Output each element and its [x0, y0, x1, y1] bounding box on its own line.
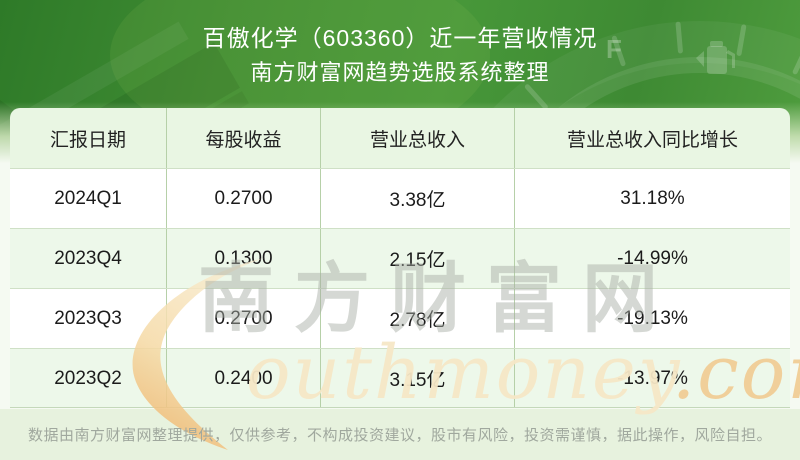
- column-header-label: 营业总收入同比增长: [566, 129, 738, 151]
- table-header-row: 汇报日期 每股收益 营业总收入 营业总收入同比增长: [10, 108, 790, 168]
- cell-value: 2023Q2: [54, 367, 122, 389]
- cell-value: 31.18%: [620, 187, 685, 209]
- page-title: 百傲化学（603360）近一年营收情况: [202, 25, 598, 51]
- cell-value: 0.2400: [214, 367, 273, 389]
- disclaimer-text: 数据由南方财富网整理提供，仅供参考，不构成投资建议，股市有风险，投资需谨慎，据此…: [27, 427, 772, 444]
- cell-value: 3.15亿: [389, 370, 446, 391]
- column-header-label: 每股收益: [205, 129, 282, 151]
- cell-value: 3.38亿: [389, 190, 446, 211]
- column-header-label: 汇报日期: [49, 129, 126, 151]
- column-header-label: 营业总收入: [369, 129, 465, 151]
- column-header-revenue: 营业总收入: [321, 108, 515, 168]
- column-header-report-date: 汇报日期: [10, 108, 167, 168]
- cell-value: 0.2700: [214, 187, 273, 209]
- header-titles: 百傲化学（603360）近一年营收情况 南方财富网趋势选股系统整理: [0, 22, 800, 89]
- cell-value: 2023Q4: [54, 247, 122, 269]
- table-row: 2023Q3 0.2700 2.78亿 -19.13%: [10, 288, 790, 348]
- cell-yoy-growth: -14.99%: [515, 229, 790, 288]
- cell-eps: 0.1300: [167, 229, 321, 288]
- cell-value: 2.15亿: [389, 250, 446, 271]
- footer-disclaimer-bar: 数据由南方财富网整理提供，仅供参考，不构成投资建议，股市有风险，投资需谨慎，据此…: [0, 409, 800, 460]
- table-row: 2023Q2 0.2400 3.15亿 -13.97%: [10, 348, 790, 407]
- column-header-eps: 每股收益: [167, 108, 321, 168]
- cell-report-date: 2023Q4: [10, 229, 167, 288]
- cell-revenue: 2.15亿: [321, 229, 515, 288]
- cell-eps: 0.2700: [167, 169, 321, 228]
- cell-value: -14.99%: [617, 247, 688, 269]
- cell-value: -13.97%: [617, 367, 688, 389]
- cell-yoy-growth: -19.13%: [515, 289, 790, 348]
- column-header-yoy-growth: 营业总收入同比增长: [515, 108, 790, 168]
- cell-value: 2024Q1: [54, 187, 122, 209]
- cell-yoy-growth: 31.18%: [515, 169, 790, 228]
- cell-value: 2.78亿: [389, 310, 446, 331]
- cell-eps: 0.2400: [167, 349, 321, 407]
- cell-revenue: 3.15亿: [321, 349, 515, 407]
- cell-eps: 0.2700: [167, 289, 321, 348]
- cell-report-date: 2023Q3: [10, 289, 167, 348]
- cell-value: 2023Q3: [54, 307, 122, 329]
- cell-value: 0.1300: [214, 247, 273, 269]
- cell-report-date: 2024Q1: [10, 169, 167, 228]
- cell-value: 0.2700: [214, 307, 273, 329]
- page-subtitle: 南方财富网趋势选股系统整理: [250, 60, 550, 85]
- cell-revenue: 2.78亿: [321, 289, 515, 348]
- cell-yoy-growth: -13.97%: [515, 349, 790, 407]
- table-row: 2024Q1 0.2700 3.38亿 31.18%: [10, 168, 790, 228]
- revenue-table: 汇报日期 每股收益 营业总收入 营业总收入同比增长 2024Q1 0.2700 …: [10, 108, 790, 408]
- cell-value: -19.13%: [617, 307, 688, 329]
- table-row: 2023Q4 0.1300 2.15亿 -14.99%: [10, 228, 790, 288]
- cell-revenue: 3.38亿: [321, 169, 515, 228]
- cell-report-date: 2023Q2: [10, 349, 167, 407]
